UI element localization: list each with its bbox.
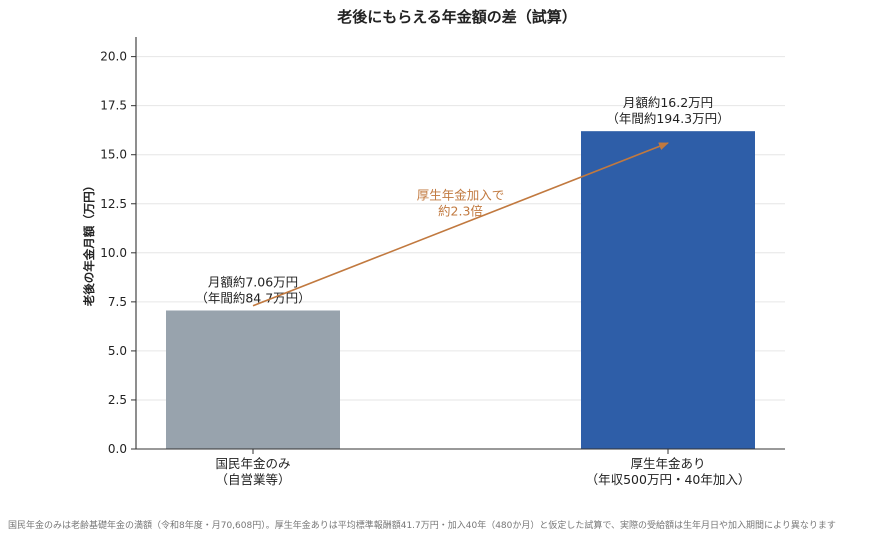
bars bbox=[166, 131, 755, 449]
data-label: 月額約16.2万円 bbox=[623, 95, 713, 110]
y-tick-label: 0.0 bbox=[108, 442, 127, 456]
y-tick-label: 12.5 bbox=[100, 197, 127, 211]
y-tick-label: 2.5 bbox=[108, 393, 127, 407]
data-label: 月額約7.06万円 bbox=[208, 274, 298, 289]
y-ticks: 0.0 2.5 5.0 7.5 10.0 12.5 15.0 17.5 20.0 bbox=[100, 50, 136, 456]
data-label: （年間約194.3万円） bbox=[606, 111, 729, 126]
y-tick-label: 7.5 bbox=[108, 295, 127, 309]
y-tick-label: 20.0 bbox=[100, 50, 127, 64]
y-axis-label: 老後の年金月額（万円） bbox=[82, 180, 96, 308]
annotation-text: 厚生年金加入で bbox=[417, 187, 505, 202]
y-tick-label: 15.0 bbox=[100, 148, 127, 162]
footnote: 国民年金のみは老齢基礎年金の満額（令和8年度・月70,608円）。厚生年金ありは… bbox=[8, 521, 836, 531]
y-tick-label: 17.5 bbox=[100, 99, 127, 113]
data-label: （年間約84.7万円） bbox=[195, 290, 310, 305]
bar-1 bbox=[166, 310, 340, 449]
category-label: 厚生年金あり bbox=[630, 456, 705, 471]
y-tick-label: 10.0 bbox=[100, 246, 127, 260]
category-label: （自営業等） bbox=[215, 472, 290, 487]
annotation-arrow bbox=[252, 142, 669, 307]
category-label: 国民年金のみ bbox=[215, 456, 290, 471]
category-label: （年収500万円・40年加入） bbox=[586, 472, 751, 487]
chart-title: 老後にもらえる年金額の差（試算） bbox=[336, 8, 577, 26]
bar-2 bbox=[581, 131, 755, 449]
category-labels: 国民年金のみ（自営業等） 厚生年金あり（年収500万円・40年加入） bbox=[215, 449, 750, 487]
annotation-text: 約2.3倍 bbox=[438, 203, 483, 218]
y-tick-label: 5.0 bbox=[108, 344, 127, 358]
